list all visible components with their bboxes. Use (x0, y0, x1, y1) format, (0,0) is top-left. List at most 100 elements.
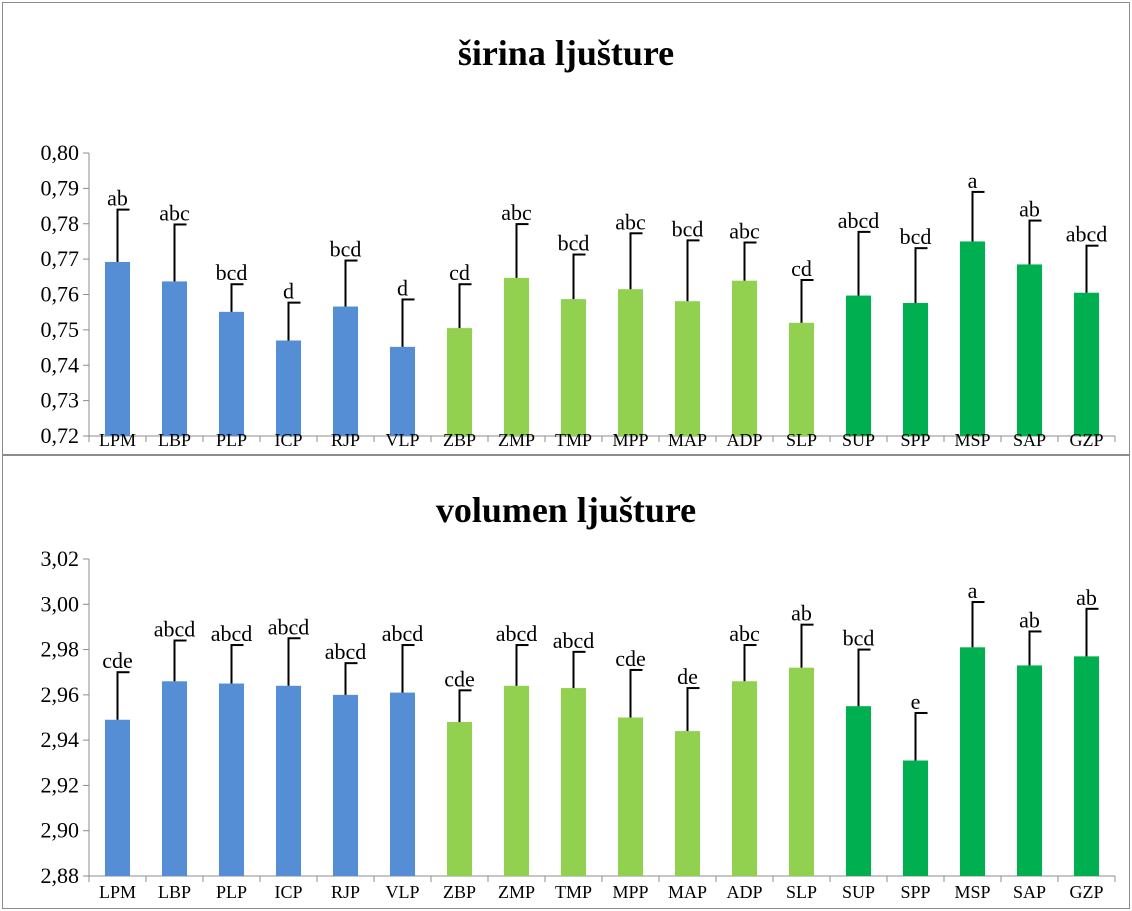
significance-label: d (283, 279, 294, 304)
bar-plp (218, 683, 245, 876)
significance-label: ab (1019, 607, 1040, 632)
y-tick-label: 2,92 (41, 772, 80, 797)
bar-sap (1016, 264, 1043, 436)
category-label: ICP (274, 882, 302, 902)
category-label: SLP (786, 430, 817, 450)
bar-zmp (503, 685, 530, 876)
bar-plp (218, 311, 245, 436)
y-tick-label: 0,74 (41, 352, 80, 377)
bar-mpp (617, 289, 644, 436)
bar-sup (845, 706, 872, 876)
category-label: MPP (612, 882, 648, 902)
y-tick-label: 3,02 (41, 546, 80, 571)
category-label: SPP (900, 882, 930, 902)
significance-label: abcd (553, 628, 595, 653)
bar-tmp (560, 299, 587, 436)
category-label: RJP (331, 882, 360, 902)
significance-label: abc (729, 218, 760, 243)
significance-label: cd (449, 260, 470, 285)
category-label: SAP (1013, 882, 1046, 902)
category-label: ADP (726, 882, 762, 902)
y-tick-label: 0,80 (41, 140, 80, 165)
significance-label: abc (159, 200, 190, 225)
category-label: SPP (900, 430, 930, 450)
bar-vlp (389, 346, 416, 436)
bar-adp (731, 280, 758, 436)
significance-label: abcd (496, 621, 538, 646)
category-label: GZP (1069, 430, 1103, 450)
y-tick-label: 0,79 (41, 175, 80, 200)
significance-label: a (968, 168, 978, 193)
significance-label: abcd (211, 621, 253, 646)
bar-gzp (1073, 292, 1100, 436)
bar-gzp (1073, 656, 1100, 876)
bar-vlp (389, 692, 416, 876)
bar-map (674, 731, 701, 876)
bar-sap (1016, 665, 1043, 876)
significance-label: abcd (382, 621, 424, 646)
category-label: LBP (158, 430, 191, 450)
bar-msp (959, 647, 986, 876)
significance-label: abcd (268, 614, 310, 639)
significance-label: cde (444, 666, 475, 691)
y-tick-label: 3,00 (41, 591, 80, 616)
significance-label: bcd (558, 231, 590, 256)
significance-label: abc (501, 200, 532, 225)
significance-label: ab (1076, 585, 1097, 610)
category-label: LPM (99, 882, 136, 902)
significance-label: abc (615, 209, 646, 234)
bar-spp (902, 760, 929, 876)
category-label: SAP (1013, 430, 1046, 450)
significance-label: cde (615, 646, 646, 671)
significance-label: e (911, 689, 921, 714)
category-label: LBP (158, 882, 191, 902)
significance-label: abcd (838, 208, 880, 233)
category-label: MAP (668, 430, 707, 450)
chart-panel-sirina: širina ljušture 0,72 0,73 0,74 0,75 0,76 0,77… (2, 2, 1130, 455)
bar-lpm (104, 719, 131, 876)
y-tick-label: 2,98 (41, 637, 80, 662)
category-label: VLP (385, 882, 419, 902)
significance-label: abcd (154, 617, 196, 642)
bar-lpm (104, 261, 131, 436)
y-tick-label: 2,96 (41, 682, 80, 707)
y-tick-label: 2,90 (41, 818, 80, 843)
category-label: SUP (842, 430, 875, 450)
category-label: ZMP (498, 882, 535, 902)
category-label: MSP (954, 430, 990, 450)
significance-label: d (397, 275, 408, 300)
category-label: ICP (274, 430, 302, 450)
y-tick-label: 2,88 (41, 863, 80, 888)
category-label: ADP (726, 430, 762, 450)
category-label: TMP (555, 430, 592, 450)
category-label: RJP (331, 430, 360, 450)
significance-label: a (968, 578, 978, 603)
bar-rjp (332, 306, 359, 436)
category-label: MAP (668, 882, 707, 902)
significance-label: ab (107, 186, 128, 211)
y-tick-label: 0,77 (41, 246, 80, 271)
significance-label: abcd (1066, 222, 1108, 247)
chart-panel-volumen: volumen ljušture 2,88 2,90 2,92 2,94 2,96 2,9… (2, 455, 1130, 909)
bar-zbp (446, 722, 473, 876)
bar-map (674, 301, 701, 436)
chart-volumen-ljusture: volumen ljušture 2,88 2,90 2,92 2,94 2,96 2,9… (41, 490, 1116, 902)
category-label: ZMP (498, 430, 535, 450)
significance-label: bcd (216, 260, 248, 285)
category-label: MPP (612, 430, 648, 450)
y-tick-label: 0,72 (41, 423, 80, 448)
category-label: TMP (555, 882, 592, 902)
category-label: VLP (385, 430, 419, 450)
bar-zmp (503, 277, 530, 436)
category-label: ZBP (443, 430, 476, 450)
bar-slp (788, 667, 815, 876)
significance-label: bcd (672, 216, 704, 241)
bar-zbp (446, 328, 473, 436)
category-label: GZP (1069, 882, 1103, 902)
bar-adp (731, 681, 758, 876)
category-label: SUP (842, 882, 875, 902)
y-tick-label: 0,75 (41, 317, 80, 342)
y-tick-label: 2,94 (41, 727, 80, 752)
bar-msp (959, 241, 986, 436)
chart-sirina-ljusture: širina ljušture 0,72 0,73 0,74 0,75 0,76 0,77… (41, 33, 1116, 450)
